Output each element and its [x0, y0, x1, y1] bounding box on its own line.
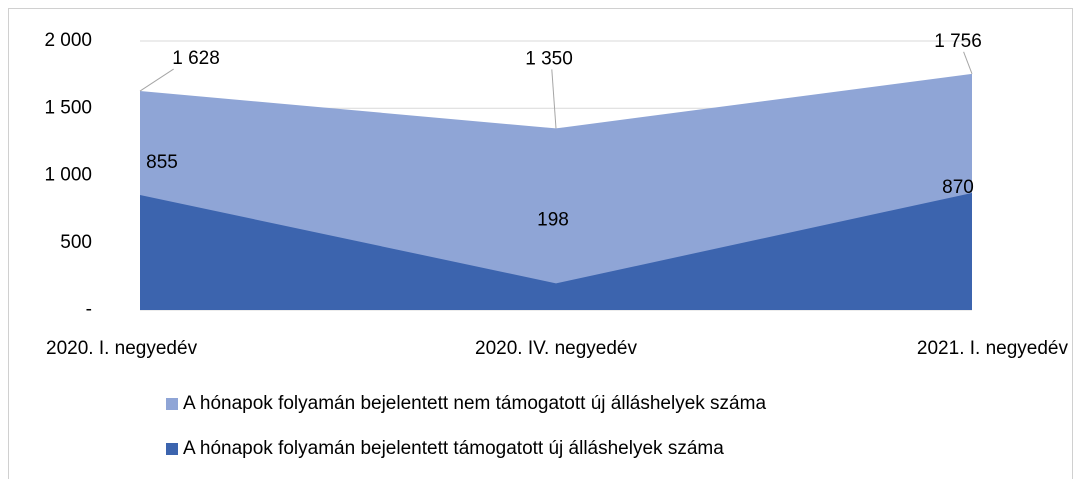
- leader-line: [139, 68, 174, 92]
- leader-line: [551, 69, 557, 129]
- data-label: 1 350: [525, 48, 573, 69]
- y-tick-label: 1 500: [44, 97, 92, 118]
- data-label: 1 628: [172, 48, 220, 69]
- data-label: 855: [146, 152, 178, 173]
- x-tick-label: 2021. I. negyedév: [917, 338, 1069, 359]
- legend-swatch: [166, 398, 178, 410]
- x-tick-label: 2020. IV. negyedév: [475, 338, 637, 359]
- x-tick-label: 2020. I. negyedév: [46, 338, 198, 359]
- y-tick-label: 2 000: [44, 30, 92, 51]
- legend-label: A hónapok folyamán bejelentett nem támog…: [183, 393, 766, 414]
- leader-line: [963, 51, 973, 74]
- data-label: 198: [537, 209, 569, 230]
- data-label: 1 756: [934, 31, 982, 52]
- legend-label: A hónapok folyamán bejelentett támogatot…: [183, 438, 724, 459]
- y-tick-label: 500: [60, 232, 92, 253]
- data-label: 870: [942, 177, 974, 198]
- chart-border: [8, 8, 1073, 479]
- legend-swatch: [166, 443, 178, 455]
- y-tick-label: -: [86, 299, 92, 320]
- y-tick-label: 1 000: [44, 165, 92, 186]
- area: [140, 192, 972, 310]
